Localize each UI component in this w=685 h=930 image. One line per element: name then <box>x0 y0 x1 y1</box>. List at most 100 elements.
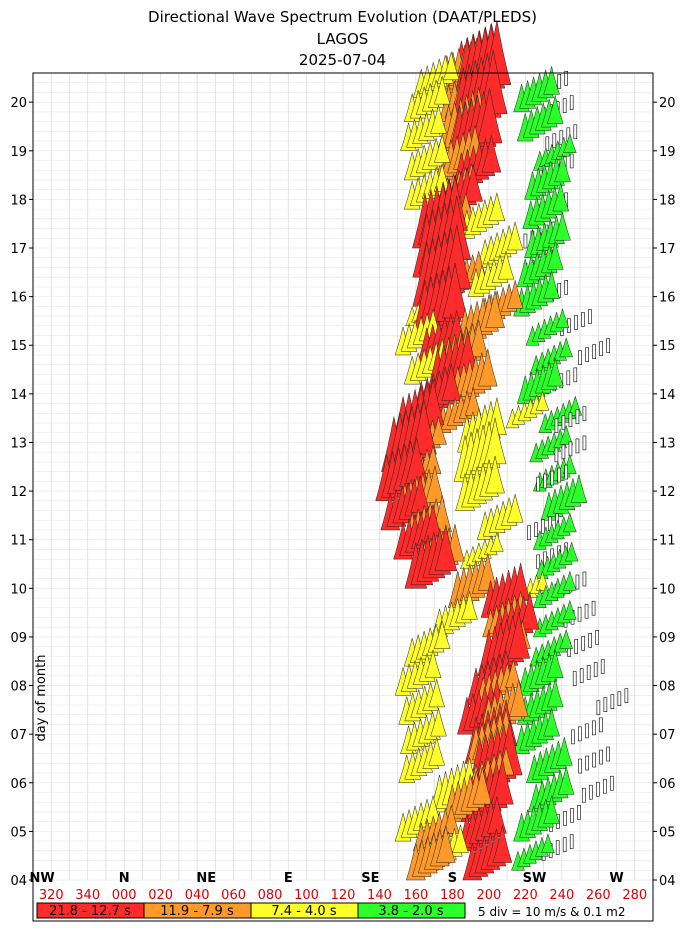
wind-bar <box>602 778 607 794</box>
wind-bar <box>581 312 585 327</box>
compass-label-se: SE <box>361 871 379 886</box>
wind-bar <box>578 726 582 742</box>
wind-bar <box>570 808 574 823</box>
wind-bar <box>554 447 559 463</box>
wind-bar <box>585 347 589 362</box>
spectrum-mark <box>411 399 437 455</box>
wind-bar <box>599 717 603 733</box>
direction-tick-label: 120 <box>331 888 356 903</box>
wind-bar <box>573 367 578 383</box>
wind-bar <box>575 409 580 425</box>
wind-bar <box>573 124 578 140</box>
legend: 21.8 - 12.7 s 11.9 - 7.9 s 7.4 - 4.0 s 3.8 … <box>36 902 466 919</box>
spectrum-mark <box>535 390 550 411</box>
wind-bar <box>584 603 589 619</box>
spectrum-mark <box>552 183 570 212</box>
wind-bar <box>588 633 593 648</box>
y-axis-ticks: 04 04 05 05 06 06 07 07 08 08 09 09 10 10 11 11 12 12 13 13… <box>10 96 675 889</box>
legend-swatch <box>357 902 466 919</box>
y-tick-label-right: 05 <box>659 825 676 840</box>
y-tick-label-left: 09 <box>10 631 27 646</box>
spectrum-mark <box>546 358 564 387</box>
y-tick-label-left: 04 <box>10 874 27 889</box>
y-tick-label-left: 16 <box>10 291 27 306</box>
y-tick-label-right: 07 <box>659 728 676 743</box>
direction-tick-label: 340 <box>75 888 100 903</box>
spectrum-mark <box>559 424 574 445</box>
plot-frame <box>32 72 654 922</box>
spectra-marks <box>375 20 629 881</box>
wind-bar <box>591 600 596 616</box>
wind-bar <box>536 476 541 492</box>
y-tick-label-left: 11 <box>10 534 27 549</box>
y-tick-label-right: 11 <box>659 534 676 549</box>
wind-bar <box>555 840 560 855</box>
wind-bar <box>557 467 562 483</box>
chart-subtitle-location: LAGOS <box>316 30 369 48</box>
spectrum-mark <box>543 708 560 737</box>
spectrum-mark <box>487 397 507 435</box>
compass-labels: NW N NE E SE S SW W <box>30 871 624 886</box>
wind-bar <box>582 435 587 451</box>
spectrum-mark <box>434 524 458 572</box>
spectrum-mark <box>559 628 574 649</box>
wind-bar <box>592 720 596 736</box>
compass-label-s: S <box>448 871 457 886</box>
compass-label-w: W <box>609 871 623 886</box>
y-tick-label-right: 17 <box>659 242 676 257</box>
y-tick-label-left: 12 <box>10 485 27 500</box>
y-tick-label-left: 05 <box>10 825 27 840</box>
spectrum-mark <box>485 455 505 494</box>
direction-tick-labels: 320 340 000 020 040 060 080 100 120 140 160 180 200 2… <box>39 888 647 903</box>
y-tick-label-right: 14 <box>659 388 676 403</box>
wind-bar <box>569 834 574 849</box>
chart-subtitle-date: 2025-07-04 <box>298 51 387 69</box>
wind-bar <box>578 350 582 365</box>
wind-bar <box>588 309 592 324</box>
direction-tick-label: 020 <box>148 888 173 903</box>
y-tick-label-right: 09 <box>659 631 676 646</box>
wind-bar <box>572 671 577 686</box>
wind-bar <box>564 71 569 86</box>
wind-bar <box>541 519 545 534</box>
spectrum-mark <box>433 134 451 163</box>
wind-bar <box>534 522 538 537</box>
spectrum-mark <box>410 475 431 513</box>
wind-bar <box>582 406 587 422</box>
y-tick-label-right: 04 <box>659 874 676 889</box>
compass-label-sw: SW <box>523 871 547 886</box>
compass-label-n: N <box>119 871 130 886</box>
y-tick-label-left: 20 <box>10 96 27 111</box>
wind-bar <box>596 700 601 716</box>
spectrum-mark <box>452 824 469 854</box>
wind-bar <box>569 153 574 169</box>
spectrum-mark <box>504 659 522 688</box>
wind-bar <box>564 280 569 295</box>
spectrum-mark <box>508 679 529 717</box>
direction-tick-label: 160 <box>404 888 429 903</box>
wind-bar <box>574 315 578 330</box>
direction-tick-label: 000 <box>112 888 137 903</box>
legend-label: 7.4 - 4.0 s <box>271 904 336 919</box>
direction-tick-label: 080 <box>258 888 283 903</box>
wind-bar <box>582 571 587 587</box>
spectrum-mark <box>562 570 577 591</box>
spectrum-mark <box>541 832 555 854</box>
spectrum-mark <box>562 132 577 153</box>
wind-bar <box>586 665 591 680</box>
spectrum-mark <box>554 212 571 241</box>
wind-bar <box>550 470 555 486</box>
wind-bar <box>575 438 580 454</box>
direction-tick-label: 180 <box>440 888 465 903</box>
spectrum-mark <box>564 541 579 562</box>
wind-bar <box>561 444 566 460</box>
wind-bar <box>603 697 608 713</box>
spectrum-mark <box>468 319 489 358</box>
direction-tick-label: 260 <box>586 888 611 903</box>
wind-bar <box>527 525 531 540</box>
spectrum-mark <box>491 758 514 805</box>
compass-label-ne: NE <box>196 871 216 886</box>
wind-bar <box>523 233 528 249</box>
spectrum-mark <box>481 135 502 173</box>
spectrum-mark <box>483 417 507 465</box>
